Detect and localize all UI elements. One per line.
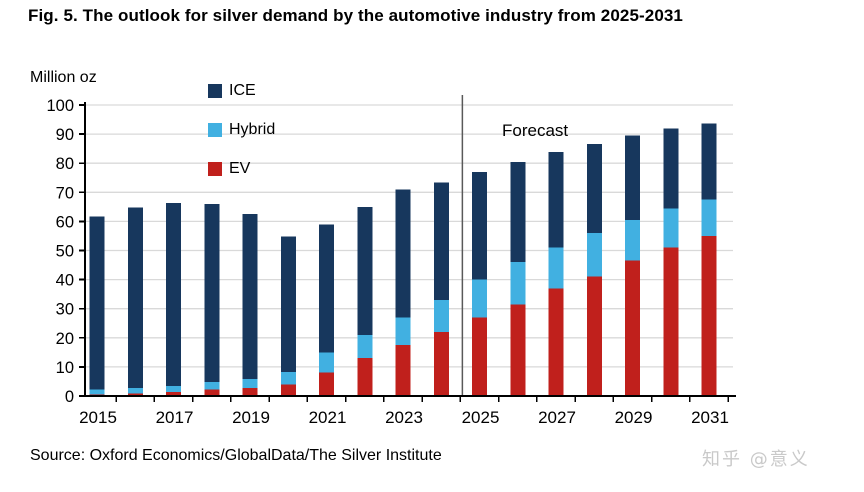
legend-item-hybrid: Hybrid [208,121,276,138]
bar-2015-hybrid [89,389,105,395]
x-tick-label-2029: 2029 [615,408,653,427]
bar-2025-hybrid [472,279,487,318]
bar-2015-ice [89,216,105,390]
bar-2018-ice [204,203,220,383]
y-tick-label-50: 50 [56,243,74,261]
y-tick-label-70: 70 [56,184,74,202]
bar-2029-ev [625,260,640,396]
bar-2023-ice [395,189,411,318]
bar-2025-ice [472,171,487,280]
y-tick-label-40: 40 [56,272,74,290]
bar-2029-ice [625,135,640,220]
bar-2019-ev [242,387,258,396]
watermark-text: 知乎 @意义 [702,449,810,470]
source-text: Source: Oxford Economics/GlobalData/The … [30,447,442,464]
bar-2016-ev [127,393,143,396]
bar-2027-hybrid [548,247,564,289]
y-axis-unit-label: Million oz [30,69,97,86]
legend-item-ice: ICE [208,82,275,99]
bar-2030-hybrid [663,208,679,248]
bar-2023-ev [395,345,411,396]
bar-2024-ice [433,182,449,300]
y-tick-label-100: 100 [46,97,74,115]
bar-2031-ice [701,123,717,200]
legend-label-hybrid: Hybrid [229,121,276,138]
bar-2026-hybrid [510,262,526,305]
bar-2017-hybrid [166,386,181,392]
stacked-bar-chart: 0 10 20 30 40 50 60 70 80 90 100 2015 2017 2019 2021 20… [46,95,736,427]
bar-2028-ice [586,143,602,234]
bar-2028-hybrid [586,233,602,277]
bar-2019-ice [242,214,258,379]
bar-2026-ev [510,304,526,396]
x-tick-label-2031: 2031 [691,408,729,427]
y-tick-label-20: 20 [56,330,74,348]
legend-item-ev: EV [208,160,275,177]
figure-title: Fig. 5. The outlook for silver demand by… [28,6,683,25]
forecast-annotation: Forecast [502,121,569,140]
bar-2029-hybrid [625,219,640,261]
bar-2023-hybrid [395,317,411,346]
bar-2026-ice [510,162,526,263]
bar-2016-ice [127,207,143,388]
y-tick-label-0: 0 [65,388,74,406]
bar-2022-hybrid [357,334,373,359]
y-tick-label-60: 60 [56,213,74,231]
bar-2016-hybrid [127,387,143,394]
bar-2018-hybrid [204,382,220,390]
bar-2022-ev [357,358,373,396]
bar-2031-ev [701,235,717,396]
bar-2020-ice [280,236,296,373]
bar-2024-ev [433,331,449,396]
chart-legend: ICE Hybrid EV [208,82,276,200]
bar-2024-hybrid [433,299,449,332]
x-tick-label-2017: 2017 [156,408,194,427]
bar-2030-ice [663,128,679,209]
legend-label-ev: EV [229,160,251,177]
legend-swatch-ev [208,162,222,176]
x-tick-label-2025: 2025 [462,408,500,427]
x-tick-label-2019: 2019 [232,408,270,427]
legend-swatch-hybrid [208,123,222,137]
bar-2031-hybrid [701,199,717,236]
bar-2022-ice [357,206,373,335]
bar-2027-ice [548,152,564,248]
bar-2028-ev [586,276,602,396]
y-tick-label-10: 10 [56,359,74,377]
bar-2021-ice [319,224,334,353]
bar-2021-hybrid [319,352,334,373]
bar-2020-hybrid [280,372,296,385]
x-tick-label-2021: 2021 [309,408,347,427]
bar-2021-ev [319,372,334,396]
y-tick-label-90: 90 [56,126,74,144]
bar-2017-ev [166,391,181,396]
bar-2018-ev [204,389,220,396]
legend-swatch-ice [208,84,222,98]
bar-2030-ev [663,247,679,396]
x-tick-label-2027: 2027 [538,408,576,427]
y-tick-label-80: 80 [56,155,74,173]
x-tick-label-2015: 2015 [79,408,117,427]
bar-2019-hybrid [242,378,258,388]
y-tick-label-30: 30 [56,301,74,319]
bar-2020-ev [280,384,296,396]
x-tick-label-2023: 2023 [385,408,423,427]
legend-label-ice: ICE [229,82,256,99]
bar-2027-ev [548,288,564,396]
bar-2017-ice [166,202,181,387]
bar-2025-ev [472,317,487,396]
